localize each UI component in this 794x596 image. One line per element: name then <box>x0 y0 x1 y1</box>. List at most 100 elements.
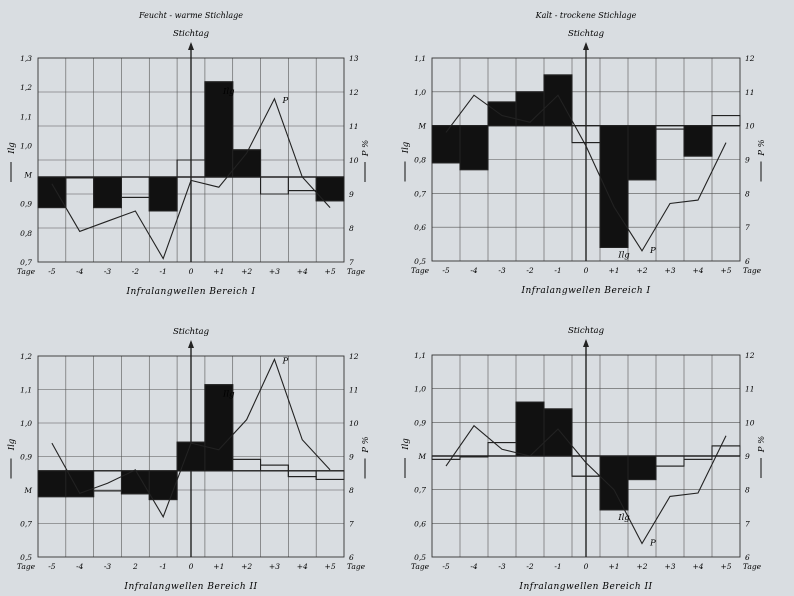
x-tick-label: +4 <box>297 562 308 571</box>
chart-panel-4: 0,5 0,6 0,7 M 0,9 1,0 1,1 6 7 8 9 10 11 12 -5 -4 -3 -2 -1 0… <box>401 326 767 592</box>
ilg-block <box>515 91 545 127</box>
chart-xlabel: Infralangwellen Bereich I <box>520 286 650 296</box>
y-tick-right-label: 6 <box>745 257 750 266</box>
y-tick-left-label: 1,3 <box>20 54 32 63</box>
y-tick-right-label: 8 <box>349 224 354 233</box>
y-tick-right-label: 7 <box>745 519 750 528</box>
chart-title: Feucht - warme Stichlage <box>138 11 243 20</box>
y-tick-right-label: 9 <box>349 453 354 462</box>
x-tick-label: -2 <box>132 267 140 276</box>
p-series-line <box>445 424 727 545</box>
x-tick-label: -4 <box>76 562 84 571</box>
series-label-p: P <box>281 356 288 366</box>
x-tick-label: +5 <box>325 267 336 276</box>
y-tick-right-label: 8 <box>349 486 354 495</box>
ilg-block <box>260 176 289 195</box>
y-tick-left-label: M <box>417 452 426 461</box>
y-tick-right-label: 12 <box>745 54 755 63</box>
series-label-ilg: Ilg <box>222 87 235 97</box>
x-tick-label: 0 <box>189 267 194 276</box>
x-unit-label-left: Tage <box>17 562 36 571</box>
x-unit-label-left: Tage <box>411 266 430 275</box>
y-tick-right-label: 9 <box>745 156 750 165</box>
x-tick-label: -1 <box>554 266 561 275</box>
x-tick-label: +2 <box>636 562 647 571</box>
y-tick-right-label: 10 <box>745 418 755 427</box>
y-tick-right-label: 12 <box>745 351 755 360</box>
y-tick-right-label: 12 <box>349 88 359 97</box>
y-tick-left-label: 1,2 <box>20 352 32 361</box>
x-tick-label: -5 <box>48 562 56 571</box>
x-tick-label: +1 <box>608 266 619 275</box>
chart-panel-2: 0,5 0,6 0,7 0,8 M 1,0 1,1 6 7 8 9 10 11 12 -5 -4 -3 -2 -1 0… <box>401 11 767 296</box>
ilg-block <box>176 441 206 472</box>
ilg-step-line <box>38 81 344 212</box>
left-axis-label: Ilg <box>7 438 17 451</box>
x-tick-label: 2 <box>132 562 138 571</box>
x-tick-label: +1 <box>213 562 224 571</box>
y-tick-right-label: 9 <box>349 190 354 199</box>
ilg-block <box>287 470 317 478</box>
x-tick-label: -4 <box>76 267 84 276</box>
y-tick-left-label: 0,6 <box>414 223 426 232</box>
left-axis-label: Ilg <box>401 438 411 451</box>
y-tick-left-label: 1,0 <box>414 385 426 394</box>
series-label-p: P <box>649 246 656 256</box>
p-series-line <box>51 97 331 260</box>
chart-xlabel: Infralangwellen Bereich II <box>518 582 652 592</box>
x-tick-label: -2 <box>526 266 534 275</box>
y-tick-right-label: 10 <box>349 419 359 428</box>
y-tick-left-label: 0,6 <box>414 519 426 528</box>
ilg-block <box>93 176 122 209</box>
ilg-block <box>204 384 234 472</box>
x-tick-label: -4 <box>470 562 478 571</box>
ilg-block <box>120 176 150 198</box>
y-tick-right-label: 7 <box>349 520 354 529</box>
ilg-step-line <box>432 401 740 511</box>
stichtag-arrowhead <box>583 339 589 347</box>
y-tick-left-label: 1,0 <box>20 419 32 428</box>
series-label-ilg: Ilg <box>617 513 630 523</box>
x-tick-label: +3 <box>664 266 675 275</box>
y-tick-left-label: 0,5 <box>414 257 426 266</box>
x-tick-label: -1 <box>160 562 167 571</box>
stichtag-arrowhead <box>188 340 194 348</box>
y-tick-left-label: M <box>23 171 32 180</box>
x-tick-label: +5 <box>720 562 731 571</box>
chart-panel-3: 0,5 0,7 M 0,9 1,0 1,1 1,2 6 7 8 9 10 11 12 -5 -4 -3 2 -1 0 +… <box>7 327 371 592</box>
x-tick-label: -5 <box>442 562 450 571</box>
right-axis-label: P % <box>757 436 767 454</box>
ilg-block <box>711 115 741 127</box>
y-tick-left-label: 1,1 <box>20 386 32 395</box>
stichtag-arrowhead <box>583 42 589 50</box>
series-label-p: P <box>649 539 656 549</box>
p-series-line <box>445 94 727 252</box>
ilg-block <box>260 464 289 472</box>
y-tick-right-label: 11 <box>745 385 755 394</box>
chart-panel-1: 0,7 0,8 0,9 M 1,0 1,1 1,2 1,3 7 8 9 10 11 12 13 -5 -4 -3 -… <box>7 11 371 297</box>
right-axis-label: P % <box>361 436 371 454</box>
x-tick-label: -2 <box>526 562 534 571</box>
ilg-block <box>683 125 713 157</box>
y-tick-left-label: 1,1 <box>414 54 426 63</box>
y-tick-left-label: 0,9 <box>20 200 32 209</box>
y-tick-right-label: 8 <box>745 486 750 495</box>
chart-xlabel: Infralangwellen Bereich II <box>123 582 257 592</box>
ilg-block <box>627 455 657 481</box>
x-tick-label: -5 <box>442 266 450 275</box>
ilg-block <box>543 408 573 457</box>
y-tick-left-label: 0,7 <box>20 520 32 529</box>
y-tick-left-label: 0,8 <box>414 156 426 165</box>
right-axis-label: P % <box>757 139 767 157</box>
ilg-block <box>148 470 178 501</box>
x-tick-label: -3 <box>498 266 506 275</box>
ilg-block <box>232 149 262 178</box>
ilg-block <box>148 176 178 212</box>
ilg-block <box>37 470 67 498</box>
y-tick-left-label: 0,7 <box>414 486 426 495</box>
right-axis-label: P % <box>361 140 371 158</box>
y-tick-right-label: 7 <box>745 223 750 232</box>
y-tick-left-label: 0,9 <box>20 453 32 462</box>
y-tick-left-label: M <box>23 486 32 495</box>
x-tick-label: +3 <box>269 562 280 571</box>
